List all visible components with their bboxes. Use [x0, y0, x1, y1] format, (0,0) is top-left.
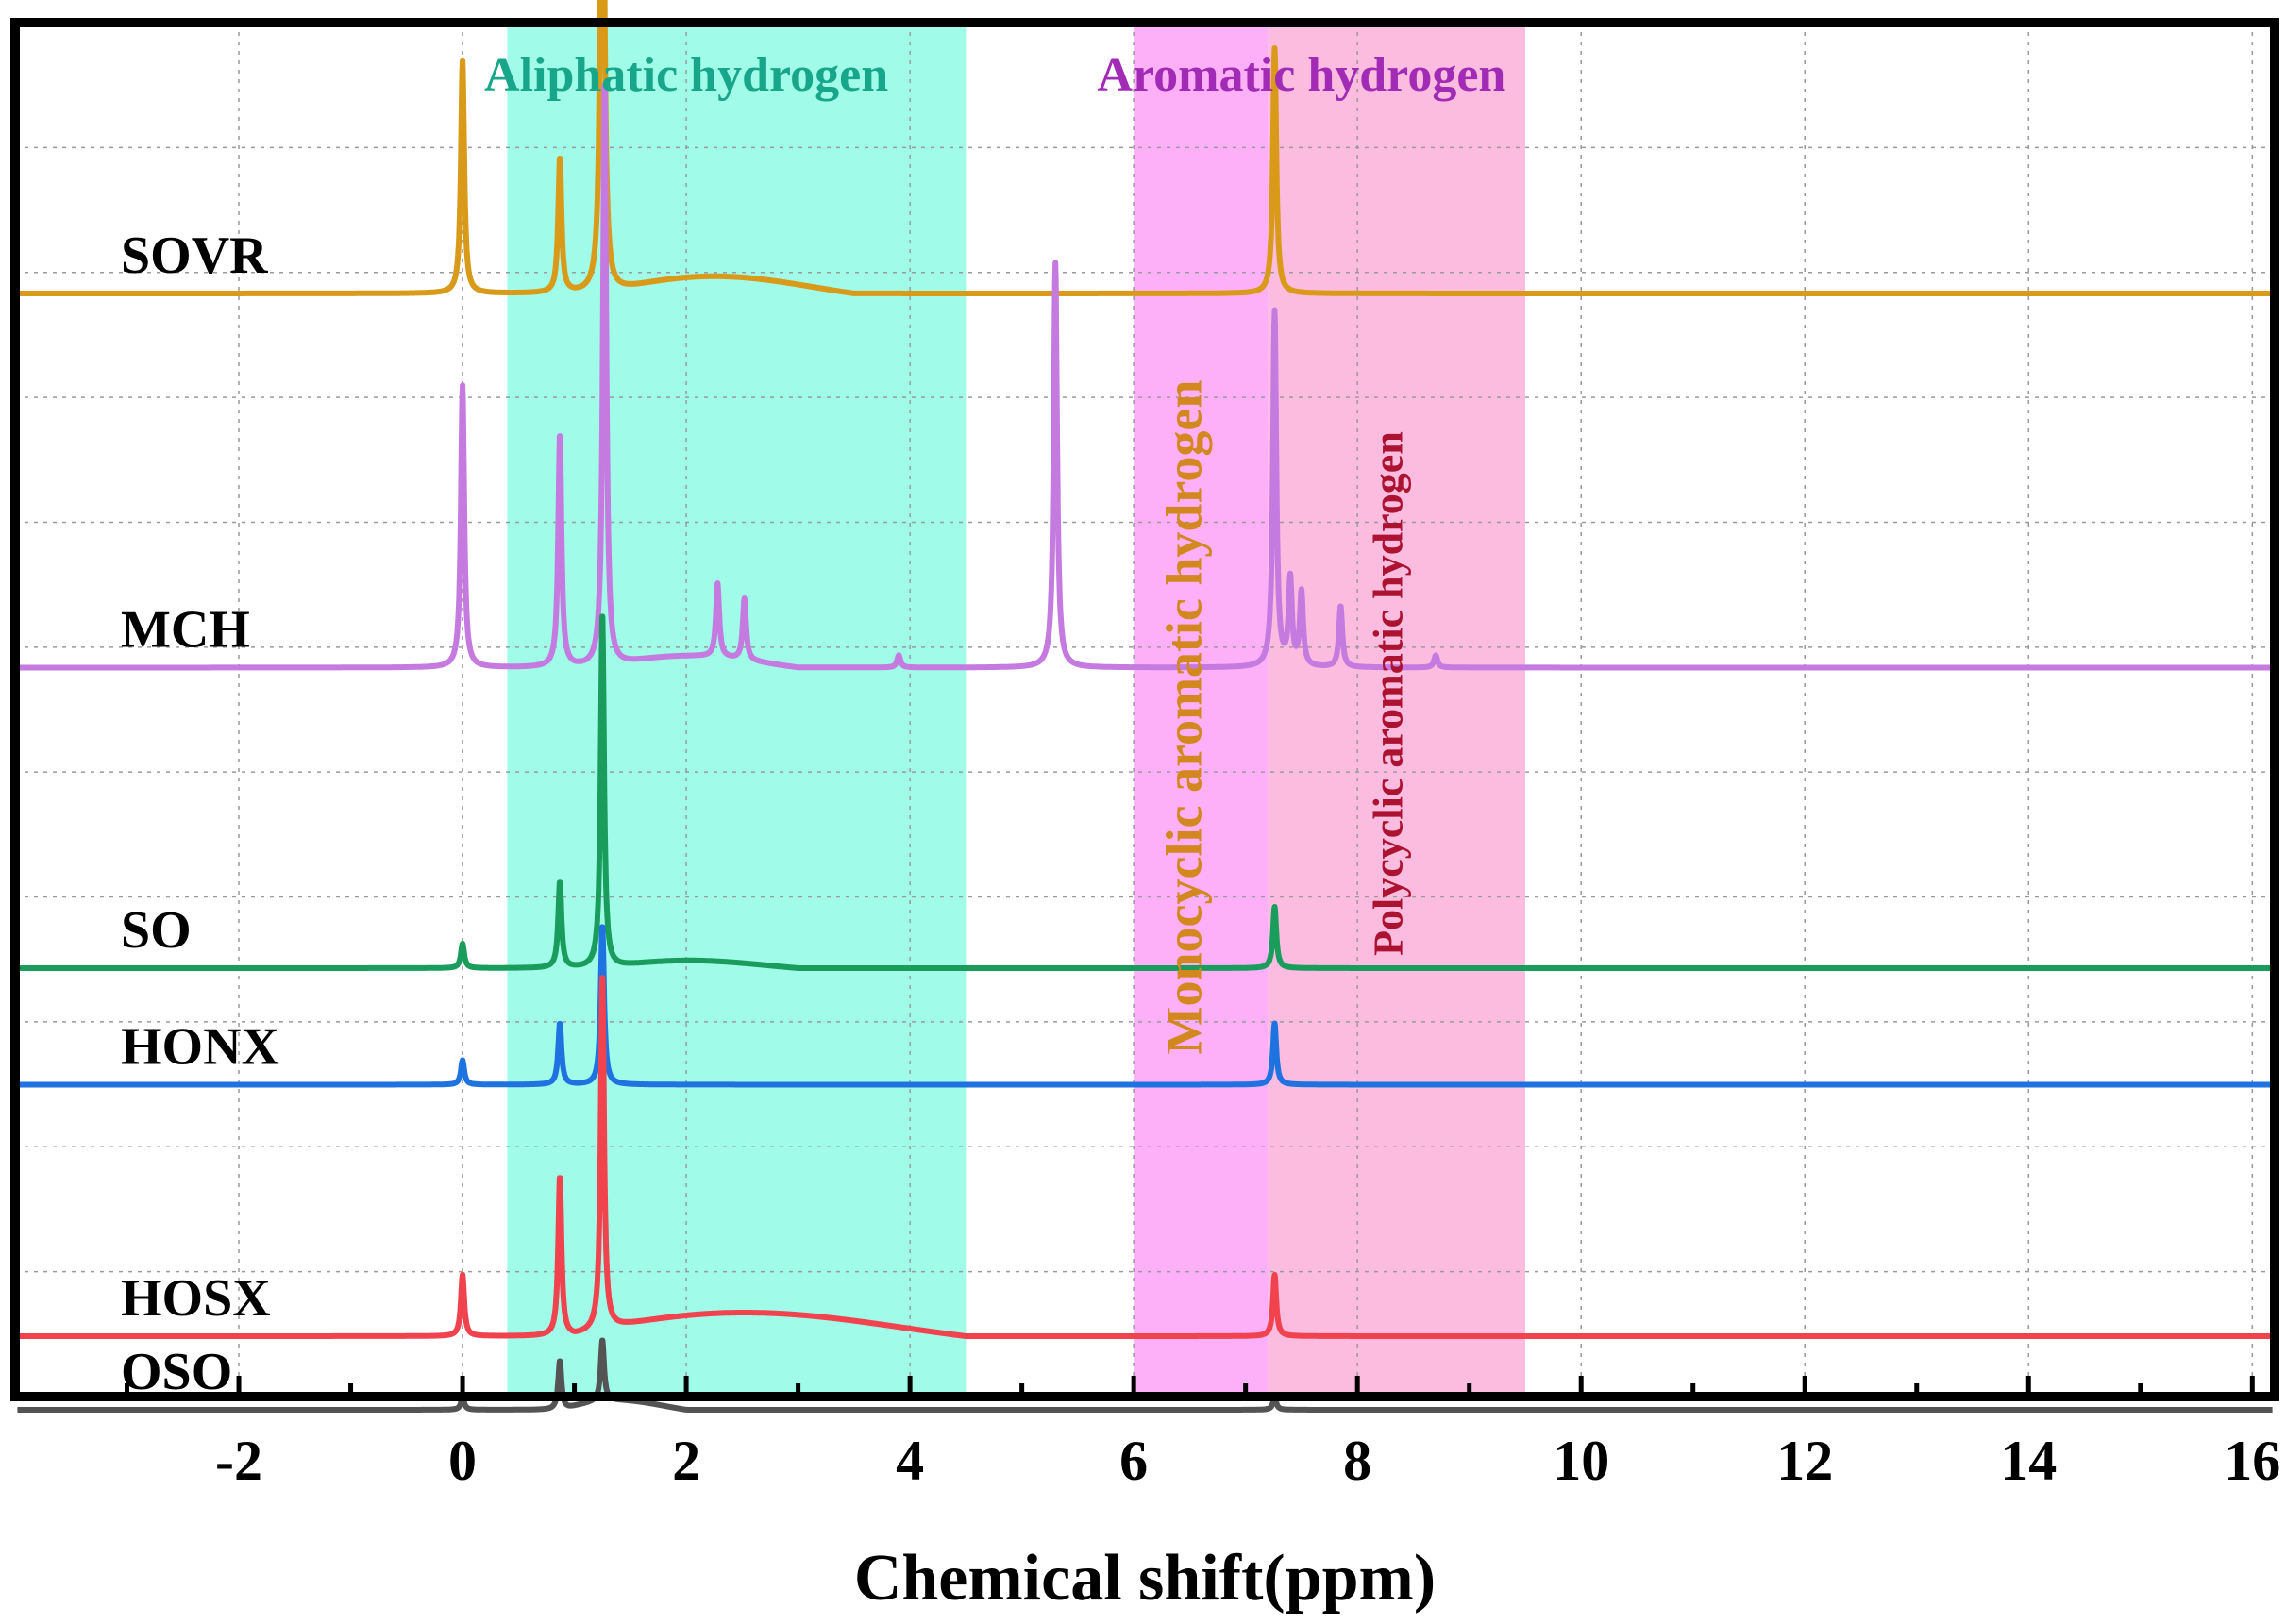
plot-frame [10, 18, 2279, 1401]
series-so-line [14, 613, 2276, 971]
region-monocyclic [1134, 23, 1269, 1397]
region-aliphatic [507, 23, 967, 1397]
x-tick-label: 4 [896, 1430, 924, 1492]
region-label-aliphatic: Aliphatic hydrogen [484, 48, 888, 102]
x-tick-label: 8 [1343, 1430, 1371, 1492]
header-label-aromatic: Aromatic hydrogen [1097, 48, 1505, 102]
series-oso-line [14, 1337, 2276, 1413]
series-labels-layer: SOVR MCH SO HONX HOSX OSO [121, 226, 279, 1401]
series-honx-line [14, 924, 2276, 1088]
series-label-sovr: SOVR [121, 226, 268, 285]
series-mch-line [14, 82, 2276, 671]
series-hosx-line [14, 975, 2276, 1339]
region-label-polycyclic: Polycyclic aromatic hydrogen [1366, 431, 1412, 956]
grid-layer [15, 23, 2275, 1397]
series-label-mch: MCH [121, 601, 250, 660]
region-polycyclic [1268, 23, 1525, 1397]
series-label-hosx: HOSX [121, 1269, 271, 1328]
ticks-layer [125, 1376, 2255, 1392]
region-labels-layer: Aliphatic hydrogen Monocyclic aromatic hy… [484, 48, 1505, 1054]
x-tick-label: 16 [2224, 1430, 2280, 1492]
series-label-oso: OSO [121, 1343, 232, 1401]
x-tick-label: 6 [1119, 1430, 1148, 1492]
series-layer [14, 0, 2276, 1413]
x-tick-label: -2 [215, 1430, 262, 1492]
x-tick-label: 10 [1553, 1430, 1609, 1492]
regions-layer [507, 23, 1525, 1397]
series-label-honx: HONX [121, 1018, 279, 1077]
x-axis-label: Chemical shift(ppm) [854, 1542, 1436, 1615]
series-sovr-line [14, 0, 2276, 296]
x-tick-label: 14 [2000, 1430, 2057, 1492]
x-tick-label: 2 [672, 1430, 700, 1492]
tick-labels-layer: -2 0 2 4 6 8 10 12 14 16 [215, 1430, 2280, 1492]
x-tick-label: 12 [1776, 1430, 1833, 1492]
series-label-so: SO [121, 901, 192, 960]
x-tick-label: 0 [448, 1430, 477, 1492]
region-label-monocyclic: Monocyclic aromatic hydrogen [1155, 380, 1212, 1055]
